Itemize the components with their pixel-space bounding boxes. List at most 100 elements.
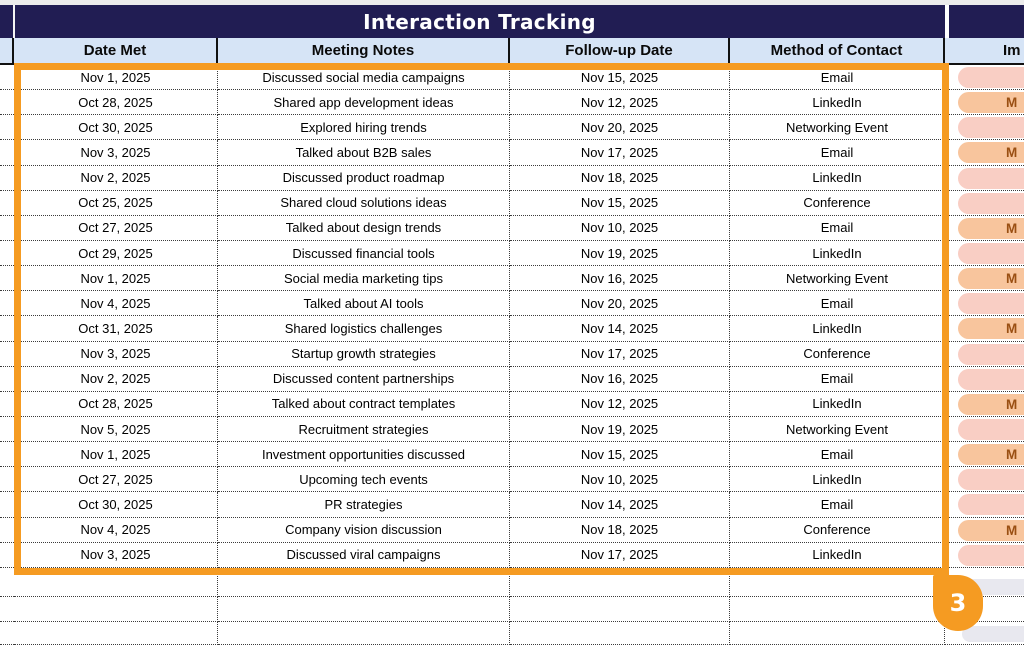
cell-importance[interactable] — [945, 467, 1024, 493]
cell-importance[interactable]: M — [945, 392, 1024, 417]
cell-date-met[interactable]: Nov 4, 2025 — [14, 517, 218, 543]
cell-date-met[interactable]: Nov 3, 2025 — [14, 542, 218, 568]
cell-method-of-contact[interactable]: Email — [730, 442, 945, 468]
cell-date-met[interactable]: Nov 2, 2025 — [14, 366, 218, 392]
cell-follow-up-date[interactable]: Nov 16, 2025 — [510, 266, 730, 292]
cell-meeting-notes[interactable]: Discussed product roadmap — [218, 165, 510, 191]
cell-importance[interactable] — [945, 166, 1024, 191]
header-importance[interactable]: Im — [945, 38, 1024, 63]
importance-pill[interactable] — [958, 117, 1024, 139]
cell-date-met[interactable]: Nov 2, 2025 — [14, 165, 218, 191]
cell-meeting-notes[interactable]: Discussed financial tools — [218, 240, 510, 267]
cell-meeting-notes[interactable]: Recruitment strategies — [218, 416, 510, 443]
cell-meeting-notes[interactable]: Upcoming tech events — [218, 467, 510, 493]
empty-cell[interactable] — [14, 568, 218, 597]
cell-importance[interactable] — [945, 65, 1024, 91]
cell-importance[interactable] — [945, 342, 1024, 367]
cell-meeting-notes[interactable]: Company vision discussion — [218, 517, 510, 543]
cell-method-of-contact[interactable]: Email — [730, 140, 945, 166]
cell-meeting-notes[interactable]: Discussed content partnerships — [218, 366, 510, 392]
cell-meeting-notes[interactable]: Discussed social media campaigns — [218, 65, 510, 91]
importance-pill[interactable] — [958, 343, 1024, 365]
cell-follow-up-date[interactable]: Nov 19, 2025 — [510, 416, 730, 443]
cell-meeting-notes[interactable]: Social media marketing tips — [218, 266, 510, 292]
cell-method-of-contact[interactable]: Conference — [730, 341, 945, 367]
importance-pill[interactable] — [958, 469, 1024, 491]
cell-meeting-notes[interactable]: Investment opportunities discussed — [218, 442, 510, 468]
cell-method-of-contact[interactable]: LinkedIn — [730, 542, 945, 568]
cell-method-of-contact[interactable]: Email — [730, 366, 945, 392]
cell-date-met[interactable]: Nov 3, 2025 — [14, 341, 218, 367]
cell-meeting-notes[interactable]: Explored hiring trends — [218, 115, 510, 141]
cell-date-met[interactable]: Oct 27, 2025 — [14, 467, 218, 493]
cell-importance[interactable] — [945, 241, 1024, 267]
cell-importance[interactable] — [945, 191, 1024, 216]
header-follow-up-date[interactable]: Follow-up Date — [510, 38, 730, 63]
cell-importance[interactable] — [945, 291, 1024, 317]
importance-pill[interactable]: M — [958, 444, 1024, 466]
empty-cell[interactable] — [218, 568, 510, 597]
empty-cell[interactable] — [730, 568, 945, 597]
cell-follow-up-date[interactable]: Nov 18, 2025 — [510, 517, 730, 543]
cell-importance[interactable] — [945, 492, 1024, 518]
cell-method-of-contact[interactable]: Networking Event — [730, 266, 945, 292]
importance-pill[interactable] — [958, 192, 1024, 214]
empty-cell[interactable] — [945, 622, 1024, 645]
cell-follow-up-date[interactable]: Nov 12, 2025 — [510, 391, 730, 417]
cell-date-met[interactable]: Oct 27, 2025 — [14, 215, 218, 241]
cell-meeting-notes[interactable]: Shared logistics challenges — [218, 316, 510, 342]
header-date-met[interactable]: Date Met — [14, 38, 218, 63]
cell-importance[interactable]: M — [945, 266, 1024, 292]
cell-method-of-contact[interactable]: Conference — [730, 517, 945, 543]
cell-meeting-notes[interactable]: Shared cloud solutions ideas — [218, 190, 510, 216]
importance-pill[interactable]: M — [958, 92, 1024, 114]
cell-method-of-contact[interactable]: Email — [730, 492, 945, 518]
empty-cell[interactable] — [218, 597, 510, 622]
cell-follow-up-date[interactable]: Nov 12, 2025 — [510, 90, 730, 116]
importance-pill[interactable]: M — [958, 142, 1024, 164]
cell-importance[interactable] — [945, 543, 1024, 568]
cell-date-met[interactable]: Nov 3, 2025 — [14, 140, 218, 166]
empty-cell[interactable] — [14, 597, 218, 622]
cell-date-met[interactable]: Oct 25, 2025 — [14, 190, 218, 216]
cell-method-of-contact[interactable]: LinkedIn — [730, 165, 945, 191]
cell-meeting-notes[interactable]: Shared app development ideas — [218, 90, 510, 116]
cell-follow-up-date[interactable]: Nov 15, 2025 — [510, 65, 730, 91]
cell-importance[interactable]: M — [945, 140, 1024, 166]
cell-follow-up-date[interactable]: Nov 19, 2025 — [510, 240, 730, 267]
cell-follow-up-date[interactable]: Nov 10, 2025 — [510, 215, 730, 241]
empty-cell[interactable] — [510, 622, 730, 645]
importance-pill[interactable] — [958, 368, 1024, 390]
importance-pill[interactable]: M — [958, 268, 1024, 290]
empty-cell[interactable] — [730, 622, 945, 645]
cell-date-met[interactable]: Nov 5, 2025 — [14, 416, 218, 443]
cell-meeting-notes[interactable]: Startup growth strategies — [218, 341, 510, 367]
cell-follow-up-date[interactable]: Nov 17, 2025 — [510, 140, 730, 166]
cell-meeting-notes[interactable]: Talked about contract templates — [218, 391, 510, 417]
cell-importance[interactable]: M — [945, 316, 1024, 342]
cell-importance[interactable] — [945, 367, 1024, 392]
empty-cell[interactable] — [510, 568, 730, 597]
cell-follow-up-date[interactable]: Nov 20, 2025 — [510, 291, 730, 317]
cell-method-of-contact[interactable]: LinkedIn — [730, 391, 945, 417]
cell-method-of-contact[interactable]: Email — [730, 65, 945, 91]
empty-cell[interactable] — [510, 597, 730, 622]
empty-cell[interactable] — [730, 597, 945, 622]
cell-follow-up-date[interactable]: Nov 20, 2025 — [510, 115, 730, 141]
cell-method-of-contact[interactable]: LinkedIn — [730, 240, 945, 267]
cell-date-met[interactable]: Oct 30, 2025 — [14, 115, 218, 141]
cell-follow-up-date[interactable]: Nov 18, 2025 — [510, 165, 730, 191]
empty-cell[interactable] — [218, 622, 510, 645]
cell-importance[interactable]: M — [945, 90, 1024, 116]
importance-pill[interactable]: M — [958, 318, 1024, 340]
cell-meeting-notes[interactable]: Talked about AI tools — [218, 291, 510, 317]
cell-follow-up-date[interactable]: Nov 10, 2025 — [510, 467, 730, 493]
importance-pill[interactable] — [958, 293, 1024, 315]
importance-pill[interactable] — [958, 494, 1024, 516]
cell-follow-up-date[interactable]: Nov 17, 2025 — [510, 542, 730, 568]
cell-method-of-contact[interactable]: Conference — [730, 190, 945, 216]
cell-follow-up-date[interactable]: Nov 14, 2025 — [510, 316, 730, 342]
cell-method-of-contact[interactable]: Email — [730, 215, 945, 241]
importance-pill[interactable]: M — [958, 393, 1024, 415]
cell-date-met[interactable]: Oct 31, 2025 — [14, 316, 218, 342]
